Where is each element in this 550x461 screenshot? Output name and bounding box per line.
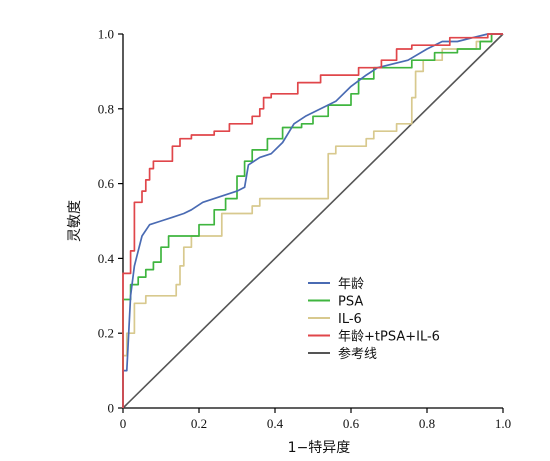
y-tick-label: 0.2 bbox=[98, 326, 114, 341]
x-tick-label: 1.0 bbox=[495, 416, 511, 431]
series-line-2 bbox=[122, 33, 503, 408]
legend-label: PSA bbox=[338, 295, 363, 310]
legend-label: IL-6 bbox=[338, 312, 362, 327]
legend-label: 年龄+tPSA+IL-6 bbox=[338, 330, 440, 345]
legend-label: 年龄 bbox=[338, 277, 364, 292]
x-tick-label: 0 bbox=[120, 416, 127, 431]
x-tick-label: 0.4 bbox=[267, 416, 284, 431]
y-tick-label: 0.6 bbox=[98, 176, 115, 191]
y-tick-label: 0.4 bbox=[98, 251, 115, 266]
legend-label: 参考线 bbox=[338, 346, 377, 362]
y-tick-label: 1.0 bbox=[98, 27, 114, 42]
axes: 0 0.2 0.4 0.6 0.8 1.0 0 0.2 0.4 0.6 0.8 1.0 bbox=[98, 27, 511, 432]
series-line-4 bbox=[122, 33, 504, 409]
x-tick-label: 0.8 bbox=[419, 416, 435, 431]
y-tick-label: 0 bbox=[108, 401, 115, 416]
x-axis-label: 1−特异度 bbox=[288, 440, 351, 456]
y-axis-label: 灵敏度 bbox=[67, 200, 83, 242]
series-line-1 bbox=[122, 33, 503, 408]
x-tick-label: 0.6 bbox=[343, 416, 360, 431]
series-line-3 bbox=[122, 33, 503, 408]
series-layer bbox=[122, 33, 504, 409]
series-line-0 bbox=[122, 33, 503, 408]
x-tick-label: 0.2 bbox=[191, 416, 207, 431]
y-tick-label: 0.8 bbox=[98, 101, 114, 116]
